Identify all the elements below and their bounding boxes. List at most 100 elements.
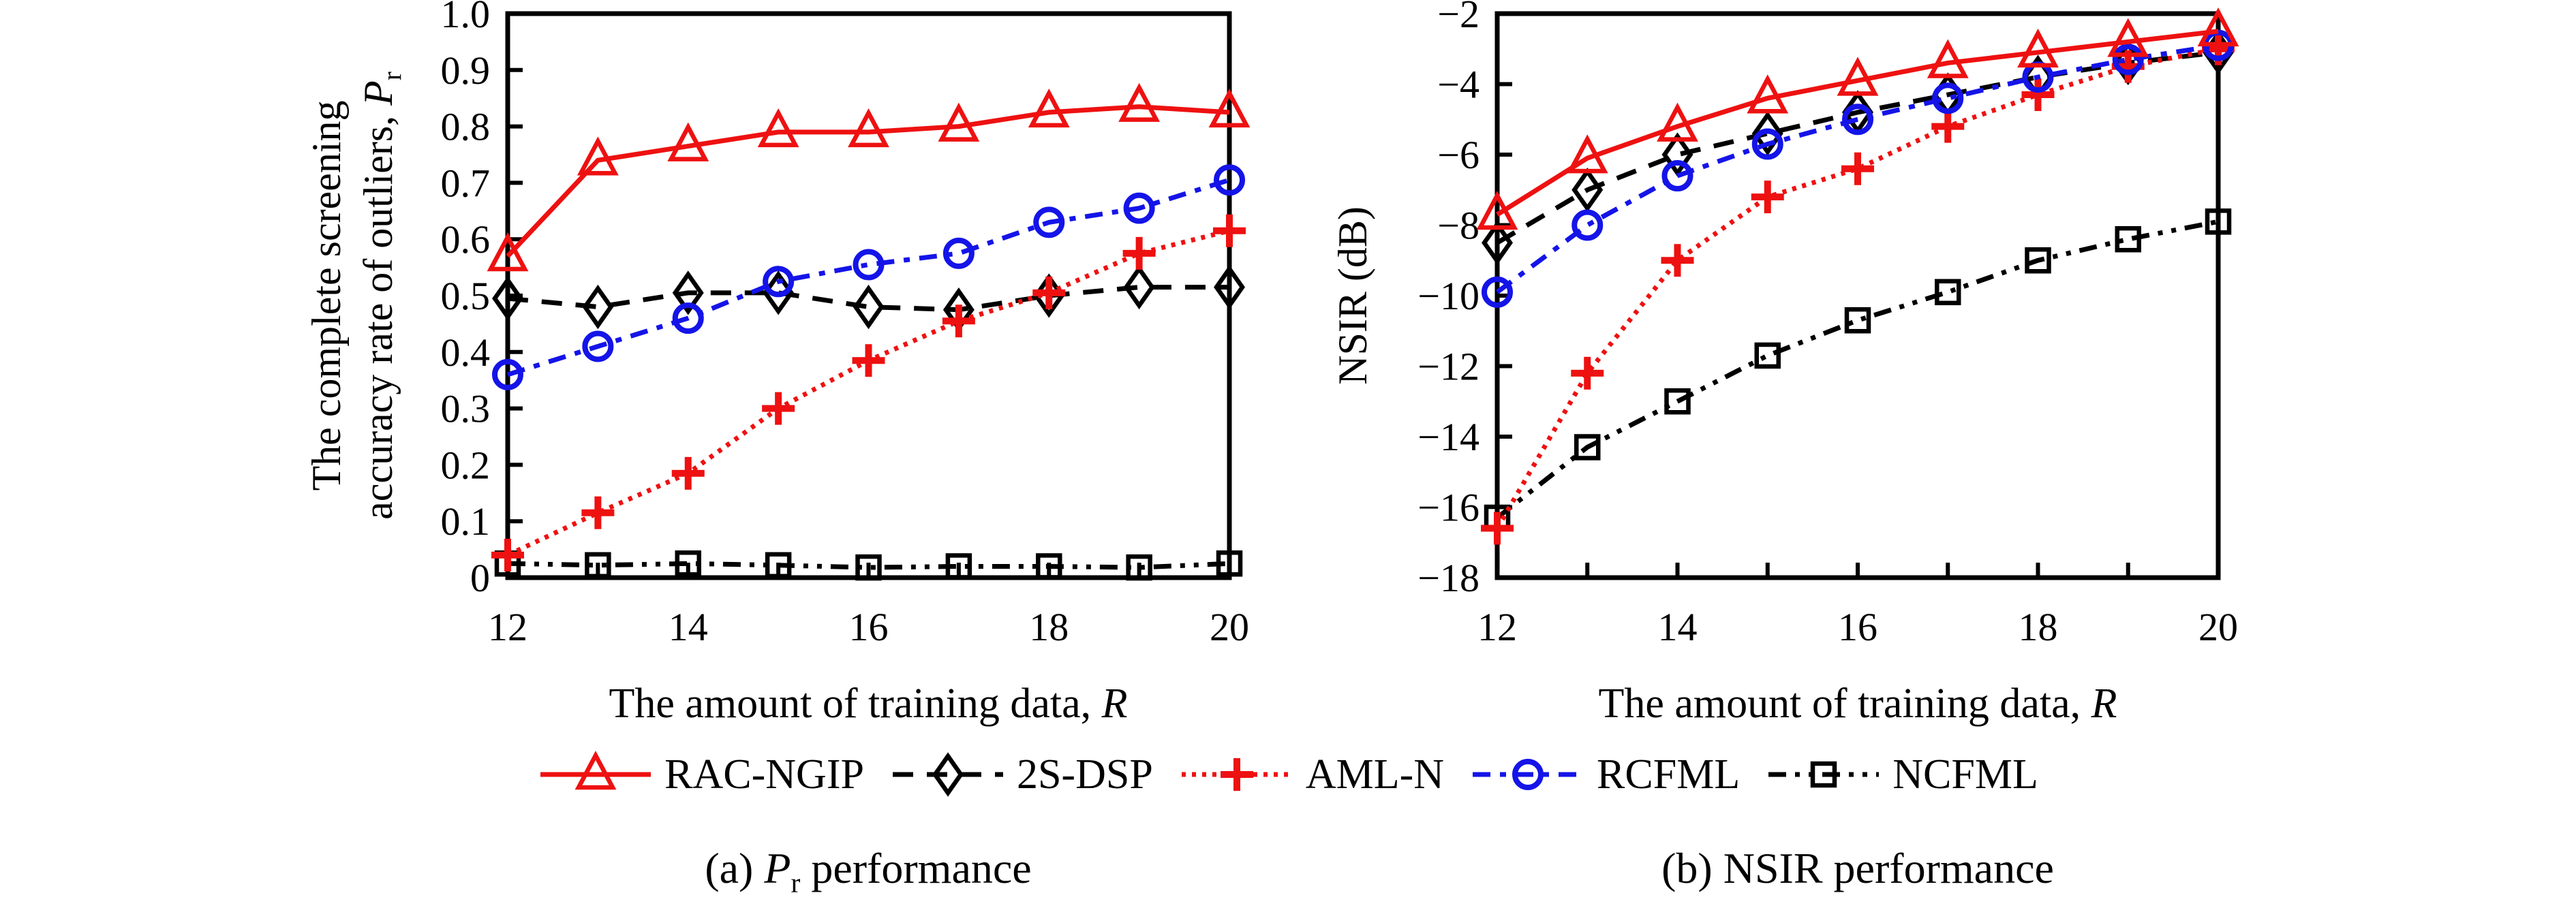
- chart-b-ytick-label: −6: [1437, 133, 1479, 177]
- chart-b-series-NCFML-marker: [2025, 247, 2051, 274]
- legend-marker-AML-N: [1220, 758, 1253, 791]
- chart-a: 12 14 16 18 20 1.0 0.9 0.8 0.7 0.6 0.5 0.4 0.3 0.2 0.1…: [441, 0, 1251, 649]
- chart-a-series-AML-N-marker: [1032, 276, 1066, 309]
- chart-a-series-RCFML-marker: [492, 358, 523, 390]
- chart-a-xtick-label: 16: [849, 605, 889, 649]
- chart-b-series-AML-N-marker: [1841, 152, 1874, 185]
- chart-b-series-NCFML-marker: [1844, 307, 1871, 334]
- chart-b-series-AML-N-marker: [1481, 512, 1514, 545]
- chart-b-ytick-label: −8: [1437, 204, 1479, 248]
- legend-sample-triangle-icon: [540, 751, 651, 790]
- chart-a-series-AML-N-marker: [581, 496, 615, 529]
- chart-a-series-RCFML-marker: [1214, 164, 1245, 196]
- chart-a-xtick-label: 14: [669, 605, 708, 649]
- chart-a-series-2S-DSP-line: [507, 285, 1229, 313]
- chart-a-y-axis-title-line1: The complete screening: [304, 100, 349, 491]
- legend-sample-square-icon: [1768, 761, 1880, 788]
- chart-a-series-NCFML-marker: [945, 553, 972, 580]
- chart-b-series-RCFML-marker: [1571, 209, 1604, 241]
- chart-b-series-AML-N-marker: [1751, 181, 1784, 214]
- chart-a-series-AML-N-marker: [1213, 214, 1246, 247]
- chart-a-series-AML-N-marker: [1122, 236, 1156, 270]
- chart-a-series-RCFML-marker: [942, 237, 975, 269]
- chart-b-x-axis-title: The amount of training data, R: [1598, 680, 2117, 727]
- chart-b-series-2S-DSP-marker: [1661, 132, 1693, 177]
- chart-a-series-NCFML-line: [507, 561, 1230, 570]
- chart-b-series-AML-N-marker: [2021, 78, 2055, 112]
- legend-marker-RAC-NGIP: [574, 751, 617, 790]
- chart-b-xtick-label: 12: [1477, 605, 1517, 649]
- chart-b-series-RAC-NGIP-marker: [2107, 18, 2149, 57]
- chart-a-series-NCFML-marker: [1216, 550, 1243, 577]
- chart-a-series-RAC-NGIP-marker: [1118, 82, 1161, 122]
- chart-b-series-RCFML-marker: [1661, 160, 1693, 192]
- chart-a-series-AML-N-marker: [671, 456, 705, 490]
- chart-b-series-NCFML-marker: [1935, 279, 1961, 306]
- chart-b-series-RAC-NGIP-line: [1496, 29, 2219, 217]
- chart-a-ytick-label: 0.4: [441, 330, 491, 375]
- chart-a-series-2S-DSP-marker: [492, 276, 523, 321]
- chart-a-series-RAC-NGIP-marker: [1028, 88, 1070, 128]
- chart-a-series-RAC-NGIP-line: [506, 104, 1230, 258]
- legend-item-NCFML: NCFML: [1766, 749, 2038, 800]
- chart-a-series-RAC-NGIP-marker: [848, 108, 889, 148]
- legend-sample-circle-icon: [1473, 759, 1584, 790]
- chart-a-series-RCFML-marker: [1033, 206, 1065, 238]
- chart-b-series-RAC-NGIP-marker: [1747, 74, 1789, 114]
- chart-a-ytick-label: 0.8: [441, 105, 491, 149]
- chart-a-series-RAC-NGIP-marker: [757, 108, 799, 148]
- chart-b: 12 14 16 18 20 −2 −4 −6 −8 −10 −12 −14 −16 −18: [1417, 0, 2239, 649]
- legend-label-RAC-NGIP: RAC-NGIP: [664, 751, 864, 798]
- chart-a-series-2S-DSP-marker: [763, 270, 795, 315]
- chart-a-series-RAC-NGIP-marker: [667, 122, 709, 161]
- chart-b-xtick-label: 20: [2198, 605, 2238, 649]
- legend-item-2S-DSP: 2S-DSP: [890, 749, 1153, 800]
- chart-a-series-RCFML-marker: [763, 266, 795, 298]
- chart-b-xtick-label: 18: [2019, 605, 2058, 649]
- chart-a-ytick-label: 0.2: [441, 443, 491, 487]
- chart-b-ytick-label: −14: [1417, 415, 1479, 459]
- chart-b-ytick-label: −18: [1417, 556, 1479, 600]
- chart-a-series-RAC-NGIP-marker: [938, 102, 980, 142]
- chart-b-series-NCFML-marker: [2115, 225, 2141, 253]
- chart-a-series-2S-DSP-marker: [582, 284, 614, 330]
- chart-b-series-RAC-NGIP-marker: [2197, 7, 2239, 47]
- chart-b-xtick-label: 16: [1838, 605, 1877, 649]
- chart-a-ytick-label: 0: [470, 556, 490, 600]
- legend-item-RCFML: RCFML: [1470, 749, 1740, 800]
- caption-a: (a) Pr performance: [705, 844, 1032, 898]
- chart-a-x-axis-title: The amount of training data, R: [609, 680, 1128, 727]
- chart-a-series-AML-N-marker: [491, 538, 524, 572]
- chart-a-series-2S-DSP-marker: [853, 284, 885, 330]
- chart-b-series-2S-DSP-marker: [1571, 168, 1604, 213]
- chart-b-series-NCFML-marker: [2205, 208, 2232, 235]
- chart-a-ytick-label: 0.6: [441, 217, 491, 262]
- legend-item-RAC-NGIP: RAC-NGIP: [538, 749, 864, 800]
- chart-a-y-axis-title: The complete screening accuracy rate of …: [301, 0, 407, 602]
- chart-b-series-RCFML-marker: [1751, 128, 1783, 160]
- chart-a-series-RCFML-marker: [582, 330, 614, 362]
- chart-a-series-AML-N-marker: [942, 304, 975, 338]
- chart-b-frame: [1494, 11, 2221, 580]
- legend-sample-plus-icon: [1181, 758, 1292, 791]
- chart-b-series-2S-DSP-marker: [1482, 220, 1513, 266]
- legend-item-AML-N: AML-N: [1179, 749, 1444, 800]
- legend-label-RCFML: RCFML: [1597, 751, 1741, 798]
- chart-b-series-RCFML-marker: [1482, 276, 1513, 308]
- legend-marker-RCFML: [1512, 759, 1544, 790]
- chart-a-xtick-label: 18: [1029, 605, 1069, 649]
- chart-a-ytick-label: 0.3: [441, 387, 491, 431]
- chart-a-ytick-label: 0.1: [441, 499, 491, 544]
- chart-a-ytick-label: 0.5: [441, 274, 491, 318]
- legend-label-AML-N: AML-N: [1305, 751, 1445, 798]
- chart-b-ytick-label: −4: [1437, 63, 1479, 107]
- chart-a-series-NCFML-marker: [765, 552, 792, 579]
- chart-b-ytick-label: −12: [1417, 345, 1479, 389]
- chart-a-series-RAC-NGIP-marker: [487, 232, 529, 272]
- legend: RAC-NGIP 2S-DSP AML-N RCFML NCFML: [0, 749, 2576, 800]
- chart-a-xtick-label: 20: [1210, 605, 1249, 649]
- chart-a-series-AML-N-marker: [762, 392, 795, 425]
- chart-b-series-AML-N-marker: [1571, 356, 1604, 390]
